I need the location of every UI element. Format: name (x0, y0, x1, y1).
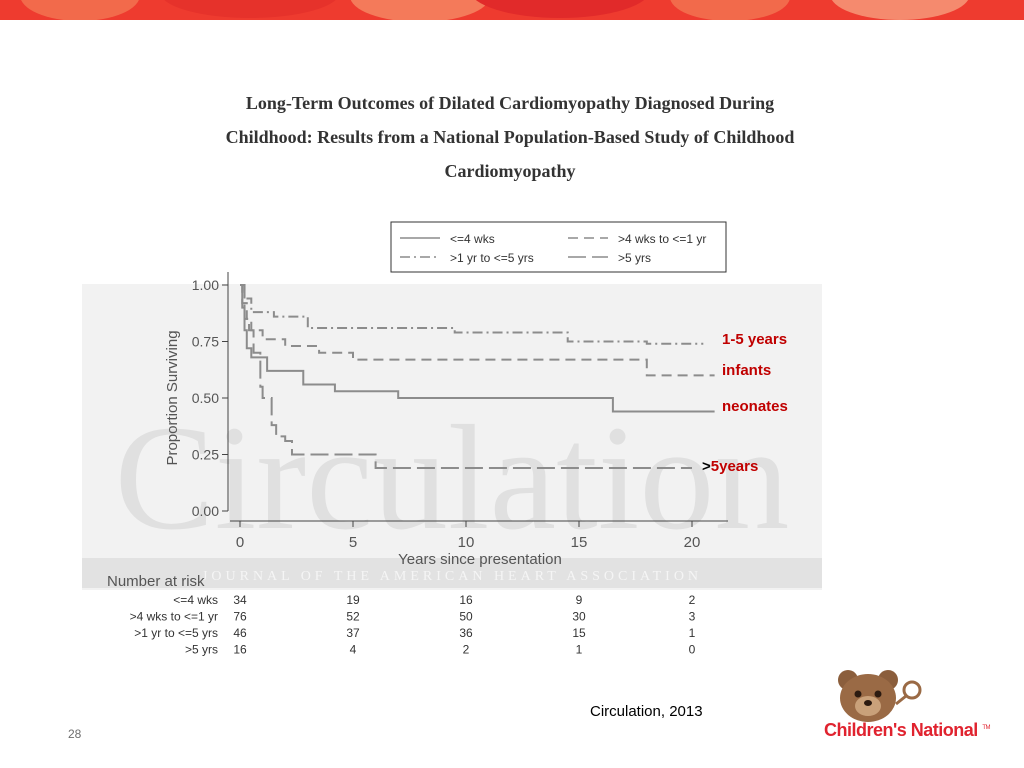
childrens-national-logo: Children's National TM (824, 668, 1004, 748)
risk-cell: 52 (346, 610, 360, 624)
logo-wordmark: Children's National TM (824, 720, 990, 741)
chart-legend: <=4 wks >4 wks to <=1 yr >1 yr to <=5 yrs >… (390, 221, 727, 273)
series-line-2 (240, 284, 704, 345)
risk-cell: 50 (459, 610, 473, 624)
watermark-text: Circulation (115, 395, 790, 561)
risk-cell: 2 (463, 643, 470, 657)
chart-series (240, 284, 715, 470)
callout-rest: 5years (710, 458, 759, 475)
callout-neonates: neonates (722, 398, 788, 415)
title-line-2: Childhood: Results from a National Popul… (225, 127, 795, 147)
risk-table-title: Number at risk (107, 573, 205, 590)
x-axis-label: Years since presentation (398, 551, 562, 568)
risk-row-label: <=4 wks (173, 593, 218, 607)
risk-cell: 15 (572, 626, 586, 640)
legend-label: >5 yrs (618, 251, 651, 265)
chart-title: Long-Term Outcomes of Dilated Cardiomyop… (150, 86, 870, 188)
callout-over-5-years: >5years (702, 458, 758, 475)
watermark-background (82, 284, 822, 590)
risk-cell: 0 (689, 643, 696, 657)
risk-cell: 36 (459, 626, 473, 640)
chart-axes: 0.00 0.25 0.50 0.75 1.00 0 5 10 15 20 Years since … (164, 272, 728, 568)
risk-cell: 37 (346, 626, 360, 640)
x-tick-label: 5 (349, 534, 357, 551)
legend-label: >4 wks to <=1 yr (618, 232, 706, 246)
risk-cell: 19 (346, 593, 360, 607)
risk-cell: 9 (576, 593, 583, 607)
x-tick-label: 10 (458, 534, 475, 551)
y-axis-label: Proportion Surviving (164, 330, 181, 465)
risk-table: Number at risk<=4 wks 34 19 16 9 2>4 wks to <… (107, 573, 696, 657)
y-tick-label: 0.50 (192, 390, 219, 406)
legend-box (390, 221, 727, 273)
risk-row-label: >1 yr to <=5 yrs (134, 626, 218, 640)
legend-label: <=4 wks (450, 232, 495, 246)
y-tick-label: 0.75 (192, 334, 219, 350)
risk-cell: 34 (233, 593, 247, 607)
watermark-subtitle: JOURNAL OF THE AMERICAN HEART ASSOCIATIO… (202, 569, 702, 584)
risk-row-label: >5 yrs (185, 643, 218, 657)
callout-prefix: > (702, 458, 711, 475)
risk-cell: 76 (233, 610, 247, 624)
legend-label: >1 yr to <=5 yrs (450, 251, 534, 265)
risk-row-label: >4 wks to <=1 yr (130, 610, 218, 624)
title-line-3: Cardiomyopathy (444, 161, 576, 181)
risk-cell: 16 (459, 593, 473, 607)
x-tick-label: 0 (236, 534, 244, 551)
source-citation: Circulation, 2013 (590, 703, 703, 720)
x-tick-label: 15 (571, 534, 588, 551)
title-line-1: Long-Term Outcomes of Dilated Cardiomyop… (245, 93, 775, 113)
risk-cell: 2 (689, 593, 696, 607)
risk-cell: 46 (233, 626, 247, 640)
page-number: 28 (68, 727, 82, 741)
series-line-3 (240, 284, 692, 470)
top-decorative-band (0, 0, 1024, 20)
logo-text: Children's National (824, 720, 978, 740)
risk-cell: 4 (350, 643, 357, 657)
y-tick-label: 1.00 (192, 277, 219, 293)
risk-cell: 30 (572, 610, 586, 624)
risk-cell: 3 (689, 610, 696, 624)
bear-logo-icon (838, 670, 922, 722)
y-tick-label: 0.25 (192, 447, 219, 463)
risk-cell: 16 (233, 643, 247, 657)
risk-cell: 1 (689, 626, 696, 640)
x-tick-label: 20 (684, 534, 701, 551)
risk-cell: 1 (576, 643, 583, 657)
callout-1-5-years: 1-5 years (722, 331, 788, 348)
callout-infants: infants (722, 362, 772, 379)
band-shapes (0, 0, 1024, 20)
series-line-1 (240, 284, 715, 377)
y-tick-label: 0.00 (192, 503, 219, 519)
watermark-band (82, 558, 822, 588)
logo-tm: TM (982, 725, 990, 731)
